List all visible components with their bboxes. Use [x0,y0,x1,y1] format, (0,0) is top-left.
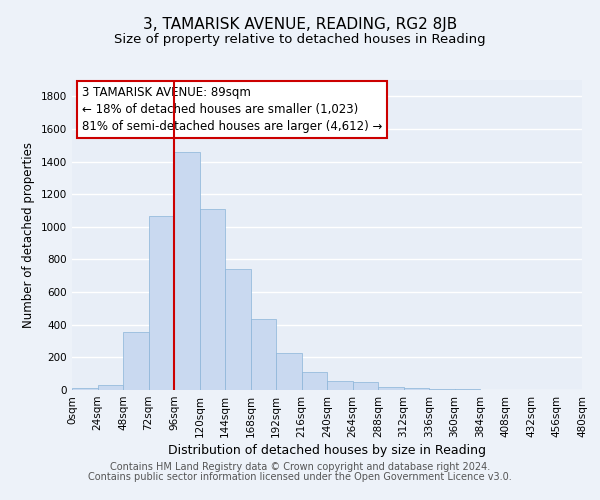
Bar [353,382,378,390]
Bar [251,319,276,390]
Text: Contains public sector information licensed under the Open Government Licence v3: Contains public sector information licen… [88,472,512,482]
Bar [302,372,327,390]
Bar [97,385,123,390]
Text: 3 TAMARISK AVENUE: 89sqm
← 18% of detached houses are smaller (1,023)
81% of sem: 3 TAMARISK AVENUE: 89sqm ← 18% of detach… [82,86,383,133]
Text: Contains HM Land Registry data © Crown copyright and database right 2024.: Contains HM Land Registry data © Crown c… [110,462,490,472]
Bar [199,209,225,390]
Bar [123,332,149,390]
Bar [455,389,480,390]
Text: Size of property relative to detached houses in Reading: Size of property relative to detached ho… [114,32,486,46]
Bar [276,354,302,390]
Bar [72,388,97,390]
Bar [404,388,429,390]
Text: 3, TAMARISK AVENUE, READING, RG2 8JB: 3, TAMARISK AVENUE, READING, RG2 8JB [143,18,457,32]
Bar [149,216,174,390]
X-axis label: Distribution of detached houses by size in Reading: Distribution of detached houses by size … [168,444,486,457]
Bar [327,380,353,390]
Bar [174,152,199,390]
Y-axis label: Number of detached properties: Number of detached properties [22,142,35,328]
Bar [429,388,455,390]
Bar [378,386,404,390]
Bar [225,270,251,390]
